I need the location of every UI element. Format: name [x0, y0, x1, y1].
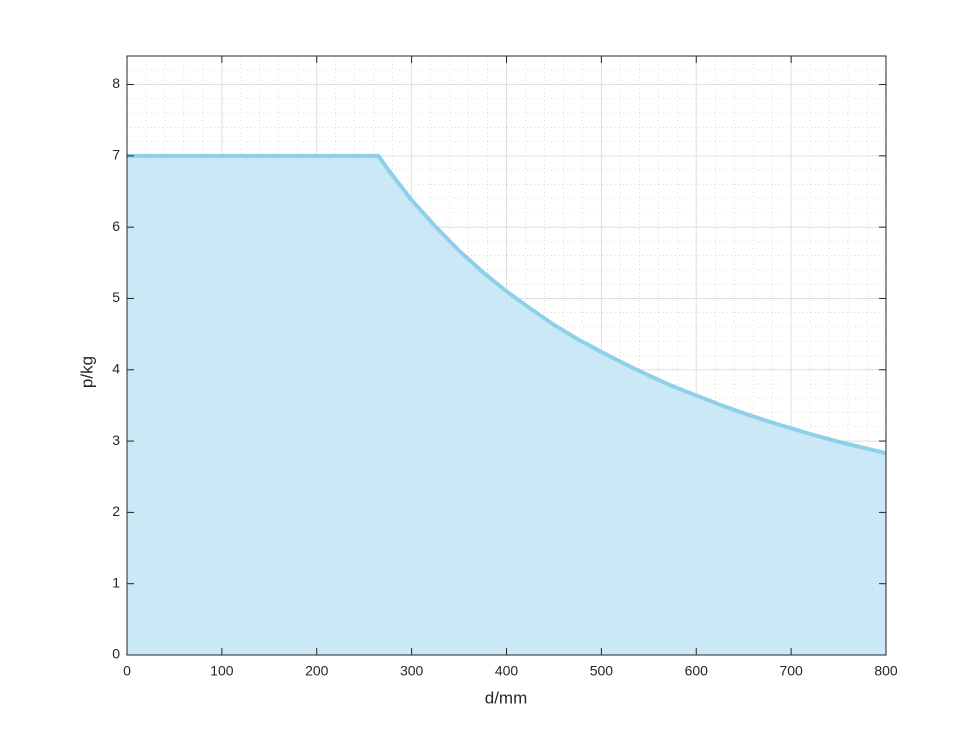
y-tick-label: 8 — [112, 75, 120, 91]
x-tick-label: 0 — [123, 663, 131, 679]
x-tick-label: 300 — [400, 663, 424, 679]
x-tick-label: 800 — [874, 663, 898, 679]
x-tick-label: 400 — [495, 663, 519, 679]
x-tick-label: 100 — [210, 663, 234, 679]
y-tick-label: 0 — [112, 646, 120, 662]
y-tick-label: 6 — [112, 218, 120, 234]
x-tick-label: 600 — [685, 663, 709, 679]
x-axis-label: d/mm — [485, 688, 528, 707]
y-axis-label: p/kg — [77, 356, 96, 388]
y-tick-label: 2 — [112, 503, 120, 519]
x-tick-label: 500 — [590, 663, 614, 679]
area-line — [127, 153, 887, 456]
y-tick-label: 7 — [112, 147, 120, 163]
x-tick-label: 200 — [305, 663, 329, 679]
y-tick-label: 4 — [112, 360, 120, 376]
y-tick-label: 5 — [112, 289, 120, 305]
y-tick-label: 1 — [112, 574, 120, 590]
area-fill — [127, 155, 886, 656]
x-tick-label: 700 — [779, 663, 803, 679]
y-tick-label: 3 — [112, 432, 120, 448]
